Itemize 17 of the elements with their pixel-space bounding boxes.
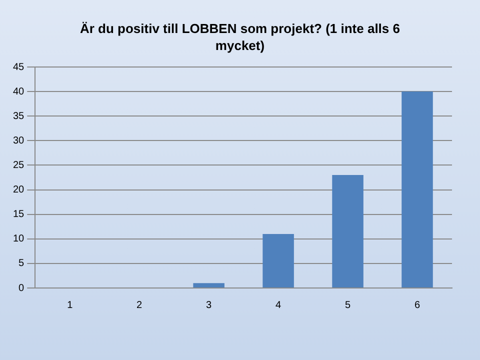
y-tick-label: 0 <box>18 282 25 294</box>
x-tick-label: 1 <box>67 300 74 311</box>
y-tick-label: 40 <box>13 86 25 98</box>
x-tick-label: 6 <box>414 300 420 311</box>
y-tick-label: 35 <box>13 110 25 122</box>
y-tick-label: 30 <box>13 135 25 146</box>
x-tick-label: 5 <box>345 300 351 311</box>
y-tick-label: 45 <box>13 62 25 73</box>
y-tick-label: 15 <box>13 209 25 220</box>
x-tick-label: 2 <box>136 300 143 311</box>
y-tick-label: 20 <box>13 184 25 196</box>
y-tick-label: 25 <box>13 160 25 171</box>
y-tick-label: 5 <box>18 258 25 270</box>
x-tick-label: 3 <box>206 300 212 311</box>
chart-title: Är du positiv till LOBBEN som projekt? (1 inte alls 6 mycket) <box>79 20 401 54</box>
x-tick-label: 4 <box>276 300 282 311</box>
y-tick-label: 10 <box>13 234 25 245</box>
